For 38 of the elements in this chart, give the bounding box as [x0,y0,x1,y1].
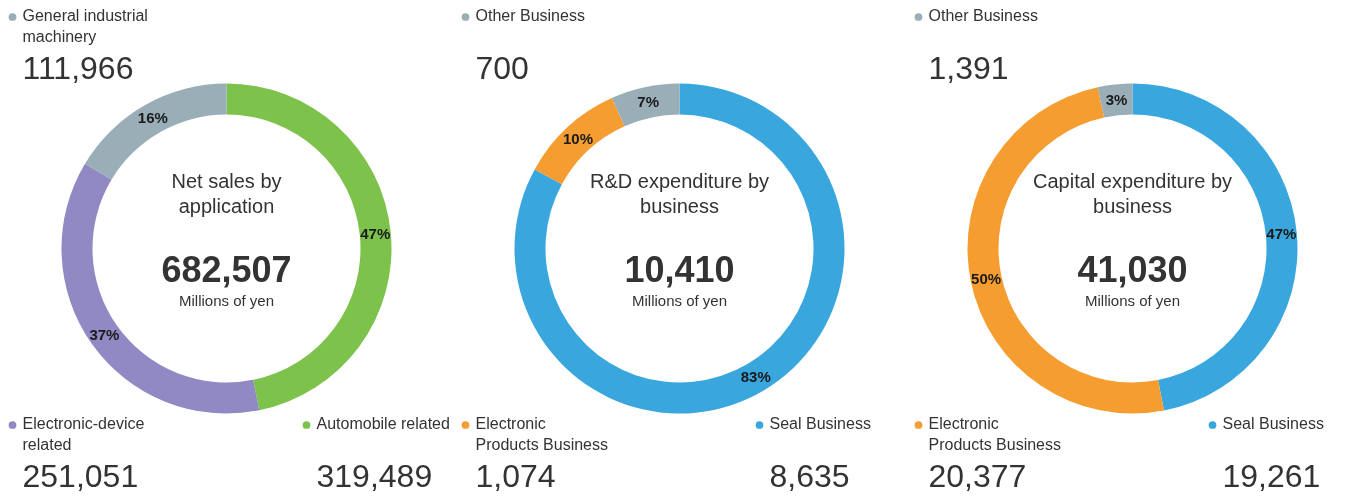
text: 41,030 [1077,248,1188,290]
legend-label: Seal Business [769,415,871,432]
legend-label: General industrial machinery [22,7,148,45]
text: Millions of yen [1084,291,1181,309]
legend-label: Other Business [475,7,585,24]
legend-label: Other Business [928,7,1038,24]
text: 83% [740,368,771,386]
data-label: 1,074 [475,458,556,494]
text: 50% [971,269,1002,287]
text: 47% [360,224,391,242]
legend-label: Electronic-device related [22,415,145,453]
legend-label: Seal Business [1222,415,1324,432]
legend-label: Electronic Products Business [475,415,609,453]
text: Net sales by application [171,169,282,217]
donut-slice [514,83,845,414]
legend-label: Automobile related [316,415,450,432]
text: 47% [1266,225,1297,243]
data-label: 700 [475,50,529,86]
legend-label: Electronic Products Business [928,415,1062,453]
data-label: 251,051 [22,458,139,494]
data-label: 8,635 [769,458,850,494]
text: Millions of yen [178,291,275,309]
donut-slice [611,83,680,127]
text: 3% [1105,90,1128,108]
data-label: 1,391 [928,50,1009,86]
data-label: 19,261 [1222,458,1321,494]
text: 10% [562,129,593,147]
data-label: 319,489 [316,458,433,494]
text: Millions of yen [631,291,728,309]
text: 10,410 [624,248,735,290]
text: 7% [637,93,659,111]
data-label: 20,377 [928,458,1027,494]
text: 16% [137,109,168,127]
text: R&D expenditure by business [590,169,769,217]
text: 37% [89,325,120,343]
text: 682,507 [161,248,292,290]
text: Capital expenditure by business [1032,169,1233,217]
data-label: 111,966 [22,50,134,86]
